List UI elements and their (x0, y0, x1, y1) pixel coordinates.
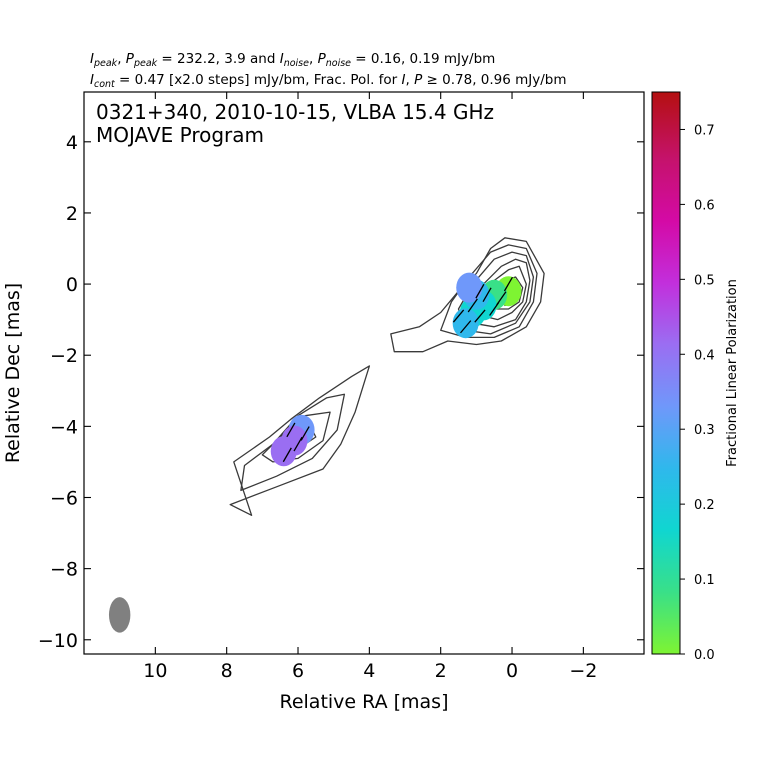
x-axis-label: Relative RA [mas] (279, 691, 448, 713)
header-line-1: Ipeak, Ppeak = 232.2, 3.9 and Inoise, Pn… (90, 51, 495, 69)
evpa-vector-4 (474, 309, 486, 323)
beam-ellipse (108, 597, 131, 633)
x-tick-label-2: 6 (292, 660, 304, 682)
y-axis-ticks: 4 2 0 −2 −4 −6 −8 −10 (38, 132, 644, 652)
evpa-vector-11 (282, 447, 292, 463)
pol-patch-9 (270, 436, 297, 467)
colorbar-tick-label-4: 0.4 (694, 348, 715, 363)
evpa-vector-2 (489, 302, 500, 316)
y-tick-label-5: −6 (50, 487, 78, 509)
evpa-vector-5 (467, 298, 478, 313)
plot-title-line-1: 0321+340, 2010-10-15, VLBA 15.4 GHz (96, 100, 494, 124)
contour-line-0 (390, 237, 545, 353)
x-tick-label-4: 2 (435, 660, 447, 682)
evpa-vector-0 (503, 276, 514, 292)
contour-line-1 (440, 244, 538, 339)
x-tick-label-5: 0 (506, 660, 518, 682)
y-tick-label-4: −4 (50, 416, 78, 438)
colorbar-tick-label-6: 0.6 (694, 198, 715, 213)
plot-area (83, 91, 645, 655)
contour-line-8 (229, 365, 371, 516)
plot-title-line-2: MOJAVE Program (96, 123, 264, 147)
pol-patch-4 (452, 308, 479, 339)
x-tick-label-3: 4 (363, 660, 375, 682)
x-tick-label-6: −2 (569, 660, 597, 682)
y-tick-label-1: 2 (66, 203, 78, 225)
evpa-vector-12 (286, 422, 296, 438)
colorbar (651, 91, 681, 655)
y-tick-label-0: 4 (66, 132, 78, 154)
y-tick-label-7: −10 (38, 630, 78, 652)
colorbar-tick-label-1: 0.1 (694, 573, 715, 588)
colorbar-tick-label-5: 0.5 (694, 273, 715, 288)
y-axis-label: Relative Dec [mas] (2, 283, 24, 463)
evpa-vector-8 (475, 283, 485, 299)
y-tick-label-3: −2 (50, 345, 78, 367)
pol-patch-6 (456, 272, 483, 303)
colorbar-tick-label-3: 0.3 (694, 423, 715, 438)
evpa-vector-9 (300, 426, 310, 441)
contour-line-9 (240, 393, 346, 492)
x-tick-label-0: 10 (143, 660, 167, 682)
x-axis-ticks: 10 8 6 4 2 0 −2 (143, 92, 597, 682)
evpa-vector-3 (482, 287, 492, 303)
header-line-2: Icont = 0.47 [x2.0 steps] mJy/bm, Frac. … (90, 72, 567, 90)
colorbar-ticks: 0.0 0.1 0.2 0.3 0.4 0.5 0.6 0.7 (680, 123, 715, 663)
evpa-vector-layer (282, 276, 514, 463)
y-tick-label-6: −8 (50, 559, 78, 581)
polarization-layer (270, 272, 522, 467)
y-tick-label-2: 0 (66, 274, 78, 296)
colorbar-tick-label-0: 0.0 (694, 648, 715, 663)
x-tick-label-1: 8 (221, 660, 233, 682)
colorbar-tick-label-2: 0.2 (694, 498, 715, 513)
evpa-vector-6 (460, 320, 472, 334)
evpa-vector-7 (452, 309, 465, 323)
evpa-vector-10 (293, 436, 303, 452)
colorbar-label: Fractional Linear Polarization (725, 279, 740, 467)
colorbar-tick-label-7: 0.7 (694, 123, 715, 138)
contour-line-2 (457, 251, 535, 335)
